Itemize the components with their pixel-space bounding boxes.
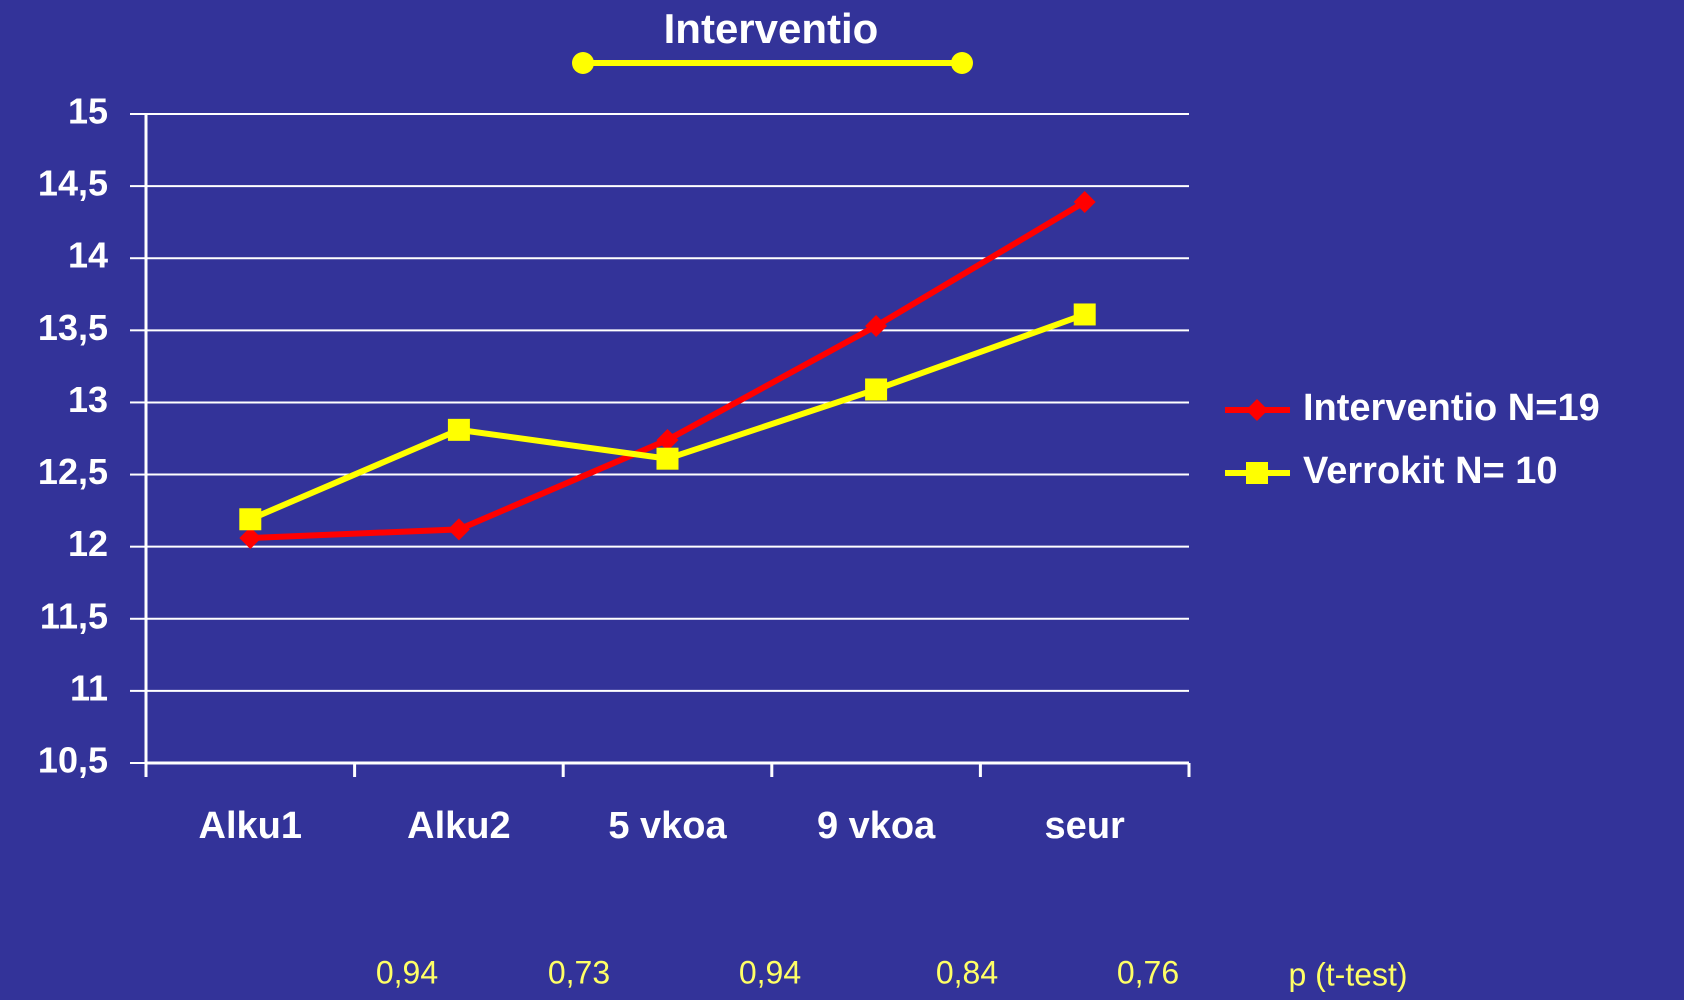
y-tick-label: 12 (68, 523, 108, 564)
x-tick-label: seur (1045, 805, 1125, 847)
x-tick-label: 5 vkoa (608, 805, 727, 847)
y-tick-label: 14,5 (38, 163, 108, 204)
p-value: 0,76 (1117, 954, 1179, 990)
legend-label: Interventio N=19 (1303, 387, 1600, 429)
data-point (656, 447, 679, 470)
x-tick-label: Alku2 (407, 805, 510, 847)
data-point (865, 378, 888, 401)
x-tick-label: Alku1 (199, 805, 302, 847)
data-point (447, 418, 470, 441)
p-value: 0,94 (739, 954, 801, 990)
legend-label: Verrokit N= 10 (1303, 450, 1558, 492)
legend-marker (1246, 462, 1268, 484)
p-label: p (t-test) (1288, 956, 1407, 992)
data-point (239, 527, 262, 550)
x-tick-label: 9 vkoa (817, 805, 936, 847)
p-value: 0,84 (936, 954, 998, 990)
y-tick-label: 11,5 (40, 595, 108, 636)
p-value: 0,73 (548, 954, 610, 990)
intervention-label: Interventio (664, 5, 879, 52)
y-tick-label: 11 (70, 667, 108, 708)
data-point (239, 508, 262, 531)
data-point (447, 518, 470, 541)
y-tick-label: 13,5 (38, 307, 108, 348)
data-point (656, 428, 679, 451)
legend-marker (1246, 399, 1268, 421)
y-tick-label: 15 (68, 91, 108, 132)
intervention-start (572, 52, 594, 74)
data-point (865, 315, 888, 338)
y-tick-label: 13 (68, 379, 108, 420)
y-tick-label: 14 (68, 235, 108, 276)
y-tick-label: 10,5 (38, 740, 108, 781)
y-tick-label: 12,5 (38, 451, 108, 492)
data-point (1073, 303, 1096, 326)
data-point (1073, 190, 1096, 213)
p-value: 0,94 (376, 954, 438, 990)
intervention-end (951, 52, 973, 74)
